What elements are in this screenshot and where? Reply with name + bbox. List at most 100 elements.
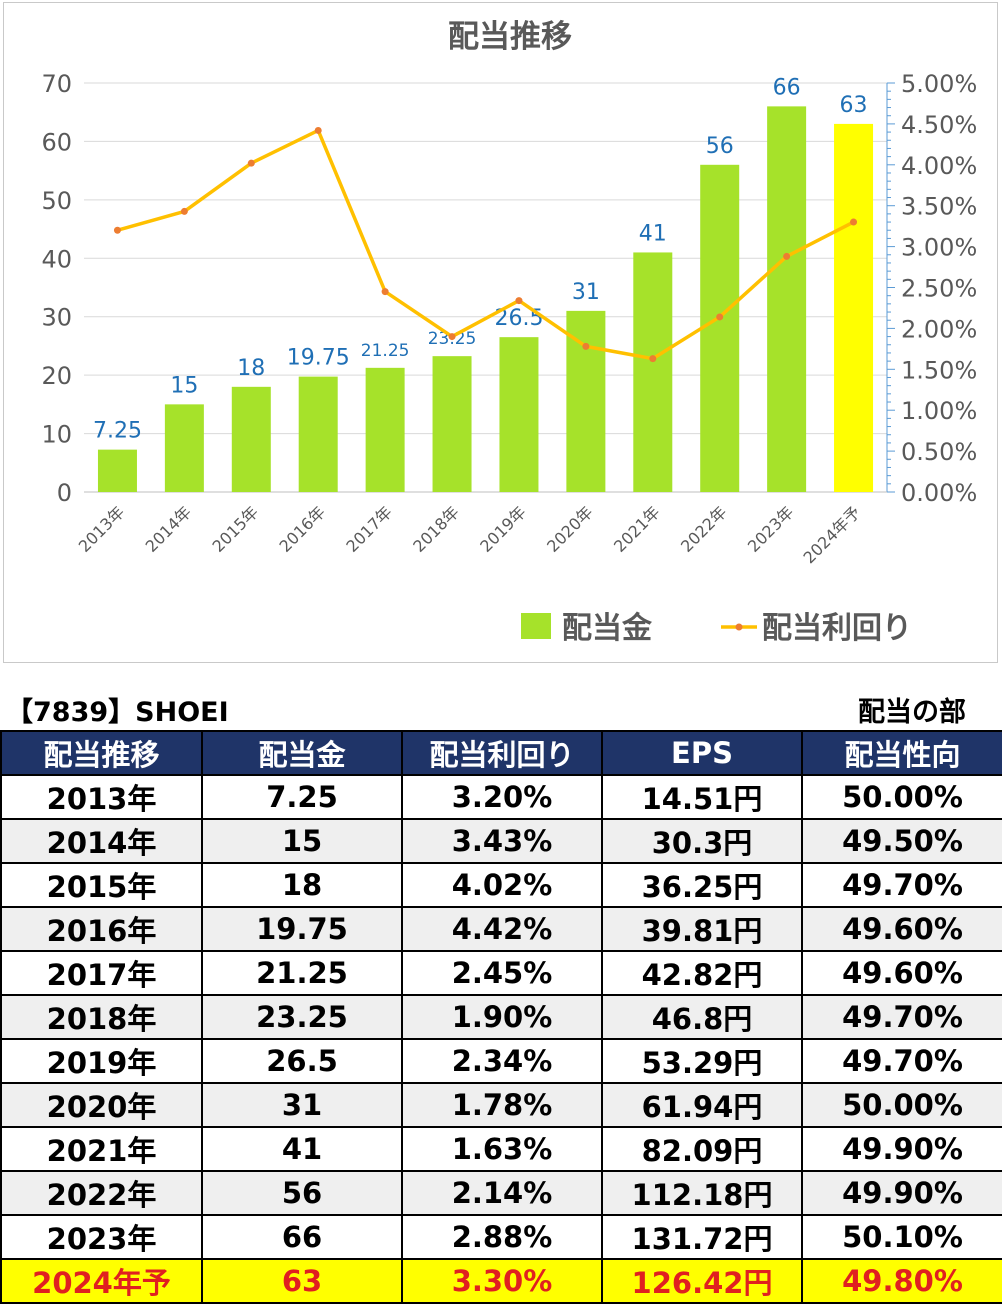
yield-point [180,207,188,215]
bar-value-label: 15 [170,373,198,398]
cell-yield: 1.90% [401,994,603,1040]
cell-payout: 49.70% [801,1038,1002,1084]
cell-payout: 49.60% [801,950,1002,996]
y-tick-label: 40 [41,245,72,273]
cell-yield: 4.42% [401,906,603,952]
cell-payout: 49.90% [801,1126,1002,1172]
y2-tick-label: 3.50% [901,193,977,221]
cell-payout: 49.90% [801,1170,1002,1216]
cell-year: 2018年 [0,994,203,1040]
table-row: 2021年 41 1.63% 82.09円 49.90% [0,1126,1002,1172]
cell-eps: 39.81円 [601,906,803,952]
bar-value-label: 41 [639,221,667,246]
cell-yield: 1.78% [401,1082,603,1128]
cell-payout: 49.70% [801,862,1002,908]
cell-year: 2021年 [0,1126,203,1172]
header-eps: EPS [601,730,803,776]
cell-payout: 49.70% [801,994,1002,1040]
info-row: 【7839】SHOEI 配当の部 [0,690,1002,728]
table-row: 2019年 26.5 2.34% 53.29円 49.70% [0,1038,1002,1084]
y2-tick-label: 0.00% [901,479,977,507]
y2-tick-label: 1.50% [901,356,977,384]
cell-eps: 131.72円 [601,1214,803,1260]
x-tick-label: 2020年 [543,502,597,556]
cell-yield: 3.43% [401,818,603,864]
bar [164,404,204,492]
bar-value-label: 19.75 [287,346,350,371]
x-tick-label: 2016年 [275,502,329,556]
cell-eps: 82.09円 [601,1126,803,1172]
cell-dividend: 56 [201,1170,403,1216]
yield-point [850,218,858,226]
y-tick-label: 70 [41,70,72,98]
y2-tick-label: 5.00% [901,70,977,98]
cell-yield: 2.45% [401,950,603,996]
cell-yield: 3.20% [401,774,603,820]
yield-point [381,288,389,296]
x-tick-label: 2015年 [209,502,263,556]
cell-eps: 30.3円 [601,818,803,864]
cell-dividend: 63 [201,1258,403,1304]
cell-dividend: 41 [201,1126,403,1172]
bar-value-label: 31 [572,280,600,305]
table-row-forecast: 2024年予 63 3.30% 126.42円 49.80% [0,1258,1002,1304]
cell-year: 2019年 [0,1038,203,1084]
cell-eps: 53.29円 [601,1038,803,1084]
yield-point [515,297,523,305]
header-year: 配当推移 [0,730,203,776]
cell-dividend: 18 [201,862,403,908]
cell-year: 2016年 [0,906,203,952]
cell-payout: 49.60% [801,906,1002,952]
legend-swatch-dividend [521,613,551,639]
bar [499,337,539,492]
cell-dividend: 66 [201,1214,403,1260]
y-tick-label: 10 [41,421,72,449]
table-body: 2013年 7.25 3.20% 14.51円 50.00% 2014年 15 3.43% 30… [0,774,1002,1304]
cell-year: 2020年 [0,1082,203,1128]
yield-point [783,252,791,260]
cell-yield: 2.34% [401,1038,603,1084]
header-yield: 配当利回り [401,730,603,776]
x-tick-label: 2014年 [142,502,196,556]
y2-tick-label: 0.50% [901,438,977,466]
cell-dividend: 15 [201,818,403,864]
bar [432,356,472,492]
table-row: 2022年 56 2.14% 112.18円 49.90% [0,1170,1002,1216]
x-tick-label: 2019年 [476,502,530,556]
yield-line [116,128,855,361]
x-tick-label: 2018年 [409,502,463,556]
cell-yield: 4.02% [401,862,603,908]
bar [700,164,740,493]
cell-year: 2014年 [0,818,203,864]
cell-year: 2017年 [0,950,203,996]
table-row: 2023年 66 2.88% 131.72円 50.10% [0,1214,1002,1260]
dividend-table: 配当推移 配当金 配当利回り EPS 配当性向 2013年 7.25 3.20% 14… [0,730,1002,1304]
cell-eps: 126.42円 [601,1258,803,1304]
y-tick-label: 30 [41,304,72,332]
bar-value-label: 63 [840,93,868,118]
yield-point [582,342,590,350]
cell-year: 2024年予 [0,1258,203,1304]
yield-point [448,333,456,341]
cell-dividend: 19.75 [201,906,403,952]
table-header-row: 配当推移 配当金 配当利回り EPS 配当性向 [0,730,1002,776]
cell-eps: 14.51円 [601,774,803,820]
yield-point [314,126,322,134]
table-row: 2015年 18 4.02% 36.25円 49.70% [0,862,1002,908]
cell-yield: 2.14% [401,1170,603,1216]
y2-tick-label: 1.00% [901,397,977,425]
bar [365,367,405,492]
cell-payout: 50.00% [801,1082,1002,1128]
bar-value-label: 56 [706,134,734,159]
cell-year: 2013年 [0,774,203,820]
bar-value-label: 7.25 [93,419,142,444]
cell-year: 2023年 [0,1214,203,1260]
table-row: 2013年 7.25 3.20% 14.51円 50.00% [0,774,1002,820]
y-tick-label: 50 [41,187,72,215]
y2-tick-label: 2.50% [901,275,977,303]
x-tick-label: 2023年 [744,502,798,556]
y-tick-label: 0 [57,479,72,507]
section-label: 配当の部 [858,697,966,728]
ticker-label: 【7839】SHOEI [6,697,229,728]
bar [97,449,137,492]
